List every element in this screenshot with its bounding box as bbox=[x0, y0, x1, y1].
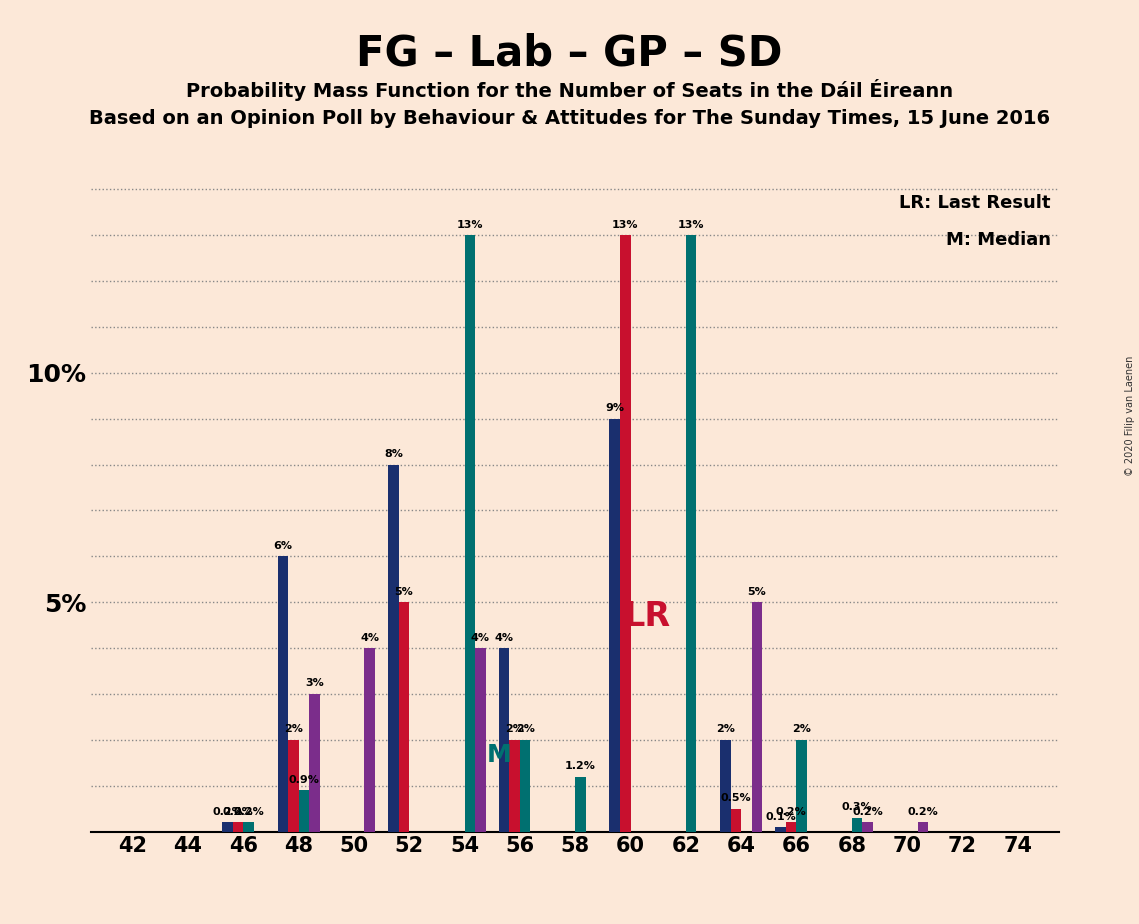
Text: 2%: 2% bbox=[716, 724, 735, 735]
Text: 2%: 2% bbox=[506, 724, 524, 735]
Bar bbox=[509, 740, 519, 832]
Bar bbox=[388, 465, 399, 832]
Text: 0.9%: 0.9% bbox=[288, 775, 319, 784]
Text: 13%: 13% bbox=[612, 220, 639, 230]
Text: 0.2%: 0.2% bbox=[212, 807, 243, 817]
Text: 5%: 5% bbox=[747, 587, 767, 597]
Bar bbox=[519, 740, 531, 832]
Text: 2%: 2% bbox=[516, 724, 534, 735]
Text: M: M bbox=[486, 744, 511, 767]
Bar bbox=[686, 235, 696, 832]
Text: Probability Mass Function for the Number of Seats in the Dáil Éireann: Probability Mass Function for the Number… bbox=[186, 79, 953, 101]
Text: 0.2%: 0.2% bbox=[776, 807, 806, 817]
Text: 2%: 2% bbox=[793, 724, 811, 735]
Bar bbox=[609, 419, 620, 832]
Bar bbox=[786, 822, 796, 832]
Text: LR: Last Result: LR: Last Result bbox=[900, 194, 1051, 212]
Text: 8%: 8% bbox=[384, 449, 403, 459]
Bar bbox=[776, 827, 786, 832]
Bar bbox=[852, 818, 862, 832]
Bar bbox=[364, 648, 375, 832]
Text: 9%: 9% bbox=[605, 403, 624, 413]
Text: 0.2%: 0.2% bbox=[233, 807, 264, 817]
Bar bbox=[399, 602, 409, 832]
Text: 2%: 2% bbox=[284, 724, 303, 735]
Text: 6%: 6% bbox=[273, 541, 293, 551]
Text: 4%: 4% bbox=[494, 633, 514, 642]
Text: 13%: 13% bbox=[678, 220, 704, 230]
Text: LR: LR bbox=[623, 601, 671, 633]
Text: 5%: 5% bbox=[394, 587, 413, 597]
Text: Based on an Opinion Poll by Behaviour & Attitudes for The Sunday Times, 15 June : Based on an Opinion Poll by Behaviour & … bbox=[89, 109, 1050, 128]
Text: 4%: 4% bbox=[470, 633, 490, 642]
Bar bbox=[298, 790, 309, 832]
Text: 0.3%: 0.3% bbox=[842, 802, 872, 812]
Bar bbox=[796, 740, 808, 832]
Bar bbox=[222, 822, 232, 832]
Text: © 2020 Filip van Laenen: © 2020 Filip van Laenen bbox=[1125, 356, 1134, 476]
Bar bbox=[244, 822, 254, 832]
Bar bbox=[465, 235, 475, 832]
Text: M: Median: M: Median bbox=[947, 231, 1051, 249]
Bar bbox=[309, 694, 320, 832]
Bar bbox=[730, 808, 741, 832]
Bar bbox=[475, 648, 485, 832]
Bar bbox=[232, 822, 244, 832]
Text: 0.2%: 0.2% bbox=[222, 807, 253, 817]
Text: 1.2%: 1.2% bbox=[565, 761, 596, 771]
Bar bbox=[720, 740, 730, 832]
Bar bbox=[288, 740, 298, 832]
Text: 0.5%: 0.5% bbox=[721, 793, 752, 803]
Text: 3%: 3% bbox=[305, 678, 323, 688]
Text: 13%: 13% bbox=[457, 220, 483, 230]
Text: 0.2%: 0.2% bbox=[852, 807, 883, 817]
Bar bbox=[278, 556, 288, 832]
Text: 0.2%: 0.2% bbox=[908, 807, 939, 817]
Text: 4%: 4% bbox=[360, 633, 379, 642]
Text: 0.1%: 0.1% bbox=[765, 811, 796, 821]
Bar bbox=[918, 822, 928, 832]
Bar bbox=[752, 602, 762, 832]
Bar bbox=[862, 822, 872, 832]
Bar bbox=[575, 776, 585, 832]
Bar bbox=[499, 648, 509, 832]
Bar bbox=[620, 235, 631, 832]
Text: FG – Lab – GP – SD: FG – Lab – GP – SD bbox=[357, 32, 782, 74]
